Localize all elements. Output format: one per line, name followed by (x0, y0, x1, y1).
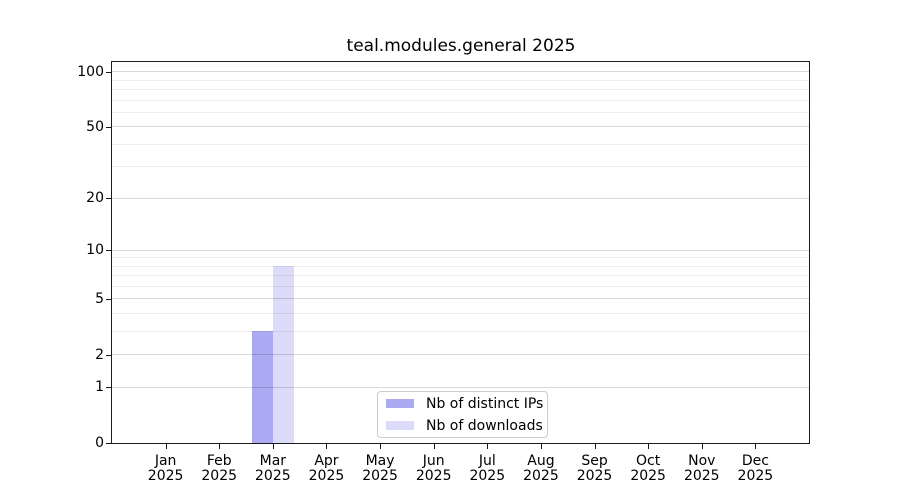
x-tick-month: Jan (154, 453, 177, 469)
x-tick (326, 444, 328, 449)
y-tick-label: 5 (95, 290, 104, 307)
bar-nb-of-downloads (272, 266, 294, 443)
legend-swatch (386, 399, 414, 408)
gridline-major (112, 386, 809, 388)
x-tick-year: 2025 (576, 468, 613, 484)
x-tick-month: Jun (422, 453, 445, 469)
x-tick-year: 2025 (683, 468, 720, 484)
x-tick-label: Feb 2025 (189, 454, 249, 484)
y-tick (106, 298, 111, 300)
x-tick-month: Feb (206, 453, 232, 469)
gridline-minor (112, 166, 809, 168)
x-tick-month: May (365, 453, 395, 469)
x-tick (487, 444, 489, 449)
legend-item: Nb of downloads (378, 417, 547, 435)
x-tick-month: Dec (741, 453, 769, 469)
bar-nb-of-distinct-ips (251, 331, 273, 443)
x-tick-label: Dec 2025 (725, 454, 785, 484)
x-tick-year: 2025 (523, 468, 559, 484)
x-tick-label: Jun 2025 (404, 454, 464, 484)
x-tick (701, 444, 703, 449)
gridline-minor (112, 257, 809, 259)
y-tick (106, 354, 111, 356)
x-tick-year: 2025 (469, 468, 506, 484)
y-tick (106, 71, 111, 73)
x-tick (219, 444, 221, 449)
x-tick-label: Oct 2025 (618, 454, 678, 484)
grid-layer (112, 62, 809, 443)
gridline-major (112, 354, 809, 356)
x-tick-label: Apr 2025 (296, 454, 356, 484)
gridline-minor (112, 143, 809, 145)
y-tick (106, 198, 111, 200)
x-tick-month: Mar (259, 453, 287, 469)
legend-label: Nb of downloads (426, 417, 543, 434)
gridline-major (112, 126, 809, 128)
gridline-minor (112, 99, 809, 101)
gridline-minor (112, 111, 809, 113)
gridline-major (112, 249, 809, 251)
chart-title: teal.modules.general 2025 (346, 36, 576, 56)
legend-label: Nb of distinct IPs (426, 395, 544, 412)
x-tick-year: 2025 (630, 468, 666, 484)
x-tick-label: Aug 2025 (511, 454, 571, 484)
x-tick-label: Nov 2025 (672, 454, 732, 484)
gridline-minor (112, 79, 809, 81)
x-tick-year: 2025 (255, 468, 291, 484)
legend-swatch (386, 421, 414, 430)
x-tick (594, 444, 596, 449)
y-tick-label: 0 (95, 435, 104, 451)
plot-area (111, 61, 810, 444)
y-tick (106, 443, 111, 444)
x-tick (165, 444, 167, 449)
x-tick (540, 444, 542, 449)
x-tick-label: Jul 2025 (457, 454, 517, 484)
y-tick (106, 250, 111, 252)
y-tick-label: 10 (86, 242, 104, 259)
x-tick-month: Aug (527, 453, 555, 469)
gridline-minor (112, 313, 809, 315)
gridline-minor (112, 275, 809, 277)
x-tick-month: Apr (314, 453, 339, 469)
y-tick-label: 2 (95, 346, 104, 363)
x-tick-label: Jan 2025 (136, 454, 196, 484)
gridline-minor (112, 265, 809, 267)
gridline-major (112, 197, 809, 199)
y-tick-label: 100 (77, 63, 104, 80)
x-tick-label: May 2025 (350, 454, 410, 484)
x-tick-label: Sep 2025 (565, 454, 625, 484)
bars-layer (112, 62, 809, 443)
legend-item: Nb of distinct IPs (378, 395, 547, 413)
y-tick-label: 50 (86, 118, 104, 135)
gridline-minor (112, 330, 809, 332)
y-tick (106, 387, 111, 389)
x-tick (272, 444, 274, 449)
x-tick-year: 2025 (308, 468, 345, 484)
x-tick-year: 2025 (362, 468, 398, 484)
x-tick-year: 2025 (201, 468, 238, 484)
x-tick (648, 444, 650, 449)
x-tick (755, 444, 757, 449)
x-tick-month: Oct (636, 453, 661, 469)
y-tick-label: 20 (86, 190, 104, 207)
gridline-minor (112, 285, 809, 287)
x-tick-year: 2025 (737, 468, 774, 484)
x-tick-year: 2025 (415, 468, 452, 484)
gridline-minor (112, 88, 809, 90)
x-tick-month: Nov (688, 453, 716, 469)
x-tick-month: Sep (581, 453, 608, 469)
x-tick (380, 444, 382, 449)
y-tick-label: 1 (95, 379, 104, 396)
x-tick-label: Mar 2025 (243, 454, 303, 484)
x-tick-month: Jul (478, 453, 496, 469)
legend: Nb of distinct IPs Nb of downloads (377, 391, 548, 438)
gridline-major (112, 71, 809, 73)
gridline-major (112, 298, 809, 300)
x-tick (433, 444, 435, 449)
y-tick (106, 126, 111, 128)
x-tick-year: 2025 (147, 468, 184, 484)
